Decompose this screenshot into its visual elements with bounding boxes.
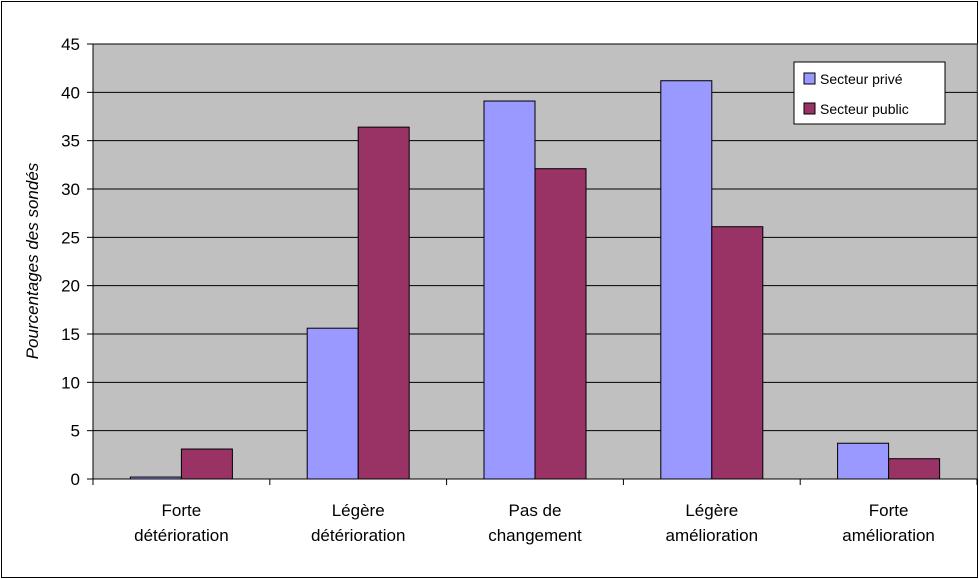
y-axis-title: Pourcentages des sondés xyxy=(23,162,42,359)
bar-secteur-priv- xyxy=(483,100,536,480)
y-tick-label: 10 xyxy=(61,373,80,392)
x-tick-label: Pas de changement xyxy=(488,501,582,545)
legend-box xyxy=(793,61,946,125)
y-tick-label: 30 xyxy=(61,180,80,199)
bar-secteur-priv- xyxy=(660,80,713,480)
y-tick-label: 20 xyxy=(61,277,80,296)
bar-secteur-priv- xyxy=(837,442,890,480)
bar-secteur-public xyxy=(534,168,587,480)
y-tick-label: 5 xyxy=(71,422,80,441)
y-tick-label: 45 xyxy=(61,35,80,54)
bar-secteur-public xyxy=(180,448,233,480)
bars xyxy=(129,80,941,480)
bar-secteur-public xyxy=(357,126,410,480)
bar-secteur-public xyxy=(888,458,941,480)
bar-secteur-priv- xyxy=(306,327,359,480)
y-axis: 0 5 10 15 20 25 30 35 40 45 xyxy=(61,35,94,489)
x-tick-label: Forte détérioration xyxy=(134,501,229,545)
x-axis: Forte détérioration Légère détérioration Pas… xyxy=(92,478,978,545)
legend-swatch xyxy=(803,72,816,85)
y-tick-label: 35 xyxy=(61,132,80,151)
legend-label: Secteur privé xyxy=(820,71,903,87)
legend: Secteur privé Secteur public xyxy=(793,61,946,125)
x-tick-label: Forte amélioration xyxy=(842,501,935,545)
legend-label: Secteur public xyxy=(820,101,909,117)
y-tick-label: 0 xyxy=(71,470,80,489)
y-tick-label: 15 xyxy=(61,325,80,344)
x-tick-label: Légère amélioration xyxy=(665,501,758,545)
y-tick-label: 40 xyxy=(61,83,80,102)
y-tick-label: 25 xyxy=(61,228,80,247)
bar-secteur-public xyxy=(711,226,764,480)
x-tick-label: Légère détérioration xyxy=(311,501,406,545)
legend-swatch xyxy=(803,102,816,115)
